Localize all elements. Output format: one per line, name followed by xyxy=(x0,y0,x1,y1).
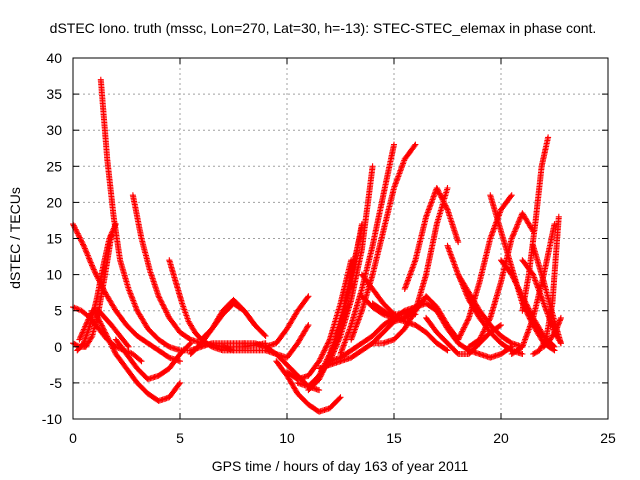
data-series-10 xyxy=(112,336,194,383)
y-tick-label: -10 xyxy=(42,411,62,427)
data-series-43 xyxy=(540,314,564,350)
series-markers xyxy=(337,141,397,357)
y-tick-label: 0 xyxy=(54,339,62,355)
data-series-17 xyxy=(284,257,355,383)
y-tick-label: -5 xyxy=(50,375,63,391)
series-markers xyxy=(369,185,451,347)
series-markers xyxy=(273,358,344,415)
series-markers xyxy=(519,134,552,314)
y-axis-label: dSTEC / TECUs xyxy=(7,187,23,289)
data-series-38 xyxy=(508,221,558,357)
data-series-42 xyxy=(530,213,562,357)
data-series-6 xyxy=(97,76,248,354)
y-tick-label: 10 xyxy=(46,267,62,283)
data-series-20 xyxy=(316,163,376,379)
series-markers xyxy=(166,257,237,354)
x-tick-label: 25 xyxy=(600,430,616,446)
x-tick-label: 10 xyxy=(279,430,295,446)
x-tick-label: 15 xyxy=(386,430,402,446)
series-markers xyxy=(530,213,562,357)
data-series-7 xyxy=(129,192,269,350)
y-tick-label: 30 xyxy=(46,122,62,138)
data-series-39 xyxy=(519,134,552,314)
data-series-29 xyxy=(401,185,462,292)
x-tick-label: 0 xyxy=(69,430,77,446)
series-markers xyxy=(198,300,269,343)
data-series-15 xyxy=(273,358,344,415)
series-markers xyxy=(112,336,194,383)
data-series-9 xyxy=(166,257,237,354)
y-tick-label: 20 xyxy=(46,194,62,210)
y-tick-label: 25 xyxy=(46,158,62,174)
series-markers xyxy=(284,257,355,383)
y-tick-label: 5 xyxy=(54,303,62,319)
data-series-28 xyxy=(369,185,451,347)
data-series-16 xyxy=(262,293,312,350)
series-markers xyxy=(76,307,132,350)
series-markers xyxy=(455,192,515,343)
data-series-23 xyxy=(337,141,397,357)
data-layer xyxy=(70,76,564,415)
y-tick-label: 15 xyxy=(46,231,62,247)
x-tick-label: 20 xyxy=(493,430,509,446)
y-tick-label: 40 xyxy=(46,50,62,66)
series-markers xyxy=(358,293,451,354)
data-series-8 xyxy=(91,307,183,404)
data-series-5 xyxy=(76,307,132,350)
series-markers xyxy=(262,293,312,350)
series-markers xyxy=(129,192,269,350)
series-markers xyxy=(316,163,376,379)
series-markers xyxy=(540,314,564,350)
data-series-27 xyxy=(358,293,451,354)
grid-layer xyxy=(73,58,608,419)
data-series-12 xyxy=(198,300,269,343)
x-tick-label: 5 xyxy=(176,430,184,446)
series-markers xyxy=(97,76,248,354)
x-axis-label: GPS time / hours of day 163 of year 2011 xyxy=(212,458,469,474)
y-tick-label: 35 xyxy=(46,86,62,102)
series-markers xyxy=(401,185,462,292)
chart-title: dSTEC Iono. truth (mssc, Lon=270, Lat=30… xyxy=(50,20,597,36)
series-markers xyxy=(508,221,558,357)
data-series-34 xyxy=(455,192,515,343)
series-markers xyxy=(91,307,183,404)
tick-layer: 0 5 10 15 20 25 -10 -5 0 5 10 15 20 25 30 35 40 xyxy=(42,50,616,446)
